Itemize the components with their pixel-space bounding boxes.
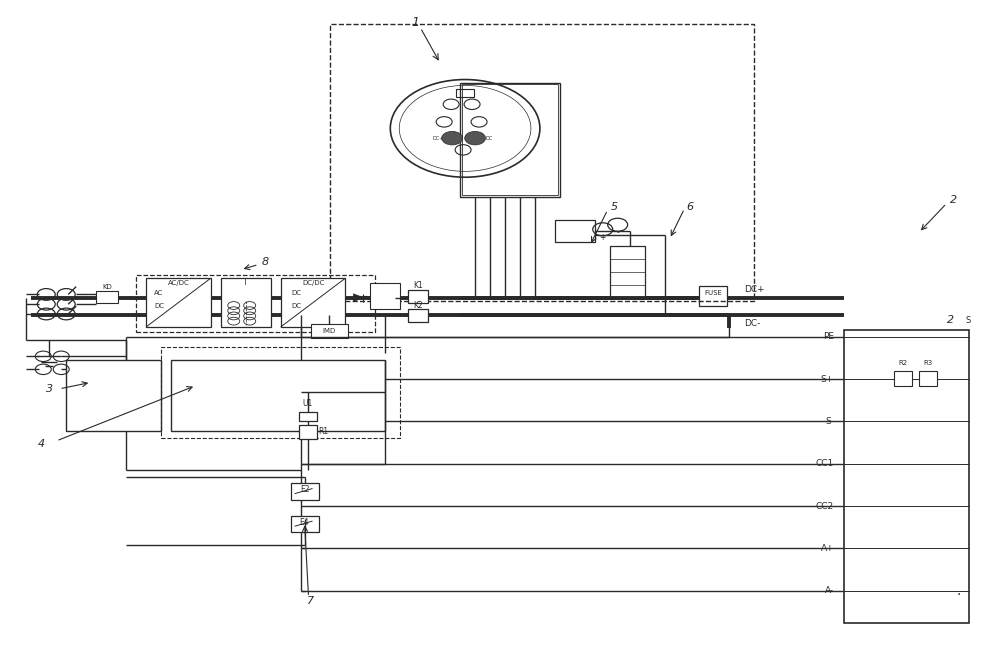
Text: AC: AC bbox=[154, 290, 164, 296]
Text: R1: R1 bbox=[318, 426, 329, 436]
Text: K1: K1 bbox=[413, 281, 423, 290]
Bar bbox=[299, 424, 317, 439]
Text: CC1: CC1 bbox=[816, 459, 834, 468]
Text: DC+: DC+ bbox=[744, 285, 765, 294]
Bar bbox=[370, 283, 400, 309]
Text: 2: 2 bbox=[950, 195, 957, 205]
Text: CC2: CC2 bbox=[816, 502, 834, 511]
Circle shape bbox=[465, 131, 485, 145]
Bar bbox=[610, 246, 645, 298]
Text: 3: 3 bbox=[46, 384, 53, 394]
Text: KD: KD bbox=[102, 284, 112, 290]
Bar bbox=[462, 84, 558, 196]
Text: +: + bbox=[600, 233, 606, 242]
Text: 6: 6 bbox=[686, 201, 693, 211]
Text: 4: 4 bbox=[38, 439, 45, 449]
Text: DC: DC bbox=[154, 303, 164, 309]
Text: 2: 2 bbox=[947, 315, 954, 326]
Bar bbox=[221, 278, 271, 327]
Text: A-: A- bbox=[825, 586, 834, 595]
Text: DC: DC bbox=[292, 303, 302, 309]
Bar bbox=[311, 324, 348, 338]
Text: 1: 1 bbox=[411, 16, 419, 29]
Text: R3: R3 bbox=[923, 360, 932, 366]
Polygon shape bbox=[353, 294, 363, 301]
Text: -: - bbox=[616, 228, 619, 237]
Text: IMD: IMD bbox=[323, 328, 336, 334]
Bar bbox=[281, 278, 345, 327]
Bar bbox=[291, 516, 319, 532]
Circle shape bbox=[442, 131, 463, 145]
Text: DC: DC bbox=[292, 290, 302, 296]
Text: A+: A+ bbox=[820, 544, 834, 553]
Bar bbox=[894, 371, 912, 386]
Text: DC/DC: DC/DC bbox=[302, 280, 325, 286]
Text: 7: 7 bbox=[307, 596, 314, 606]
Bar bbox=[460, 83, 560, 197]
Bar bbox=[66, 360, 161, 431]
Bar bbox=[146, 278, 211, 327]
Bar bbox=[299, 411, 317, 421]
Bar bbox=[171, 360, 385, 431]
Text: S: S bbox=[966, 316, 971, 325]
Text: T: T bbox=[243, 278, 248, 287]
Text: AC/DC: AC/DC bbox=[168, 280, 190, 286]
Bar bbox=[330, 24, 754, 301]
Bar bbox=[96, 291, 118, 303]
Text: 8: 8 bbox=[262, 257, 269, 267]
Text: S-: S- bbox=[825, 417, 834, 426]
Text: E2: E2 bbox=[300, 485, 309, 494]
Text: DC: DC bbox=[485, 135, 492, 141]
Bar bbox=[699, 286, 727, 305]
Bar bbox=[919, 371, 937, 386]
Bar bbox=[408, 309, 428, 322]
Bar bbox=[291, 483, 319, 500]
Text: U1: U1 bbox=[302, 400, 313, 408]
Bar bbox=[408, 290, 428, 303]
Bar bbox=[136, 275, 375, 332]
Bar bbox=[161, 347, 400, 438]
Text: 5: 5 bbox=[611, 201, 618, 211]
Text: PE: PE bbox=[823, 332, 834, 341]
Text: K2: K2 bbox=[413, 301, 423, 310]
Text: R2: R2 bbox=[898, 360, 907, 366]
Text: DC-: DC- bbox=[744, 318, 761, 328]
Text: S+: S+ bbox=[821, 375, 834, 384]
Bar bbox=[555, 220, 595, 243]
Text: E4: E4 bbox=[300, 518, 309, 527]
Text: .: . bbox=[957, 584, 961, 598]
Bar bbox=[844, 330, 969, 623]
Bar bbox=[456, 90, 474, 97]
Text: DC+: DC+ bbox=[433, 135, 444, 141]
Text: FUSE: FUSE bbox=[704, 290, 722, 296]
